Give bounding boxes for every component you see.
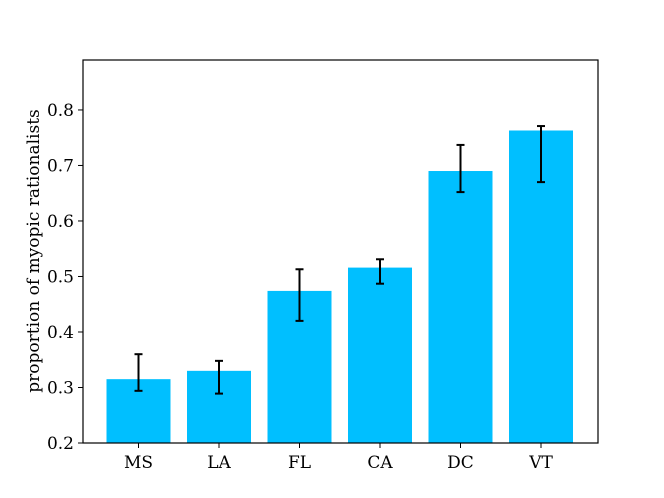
x-tick-label: DC	[447, 453, 474, 473]
y-axis-label: proportion of myopic rationalists	[24, 109, 44, 392]
bars-layer	[106, 130, 573, 443]
x-tick-label: MS	[124, 453, 153, 473]
x-axis: MS LA FL CA DC VT	[124, 443, 553, 473]
error-bars-layer	[134, 125, 545, 395]
x-tick-label: CA	[367, 453, 393, 473]
error-bar-vt	[537, 125, 545, 184]
y-tick-label: 0.4	[47, 323, 74, 343]
y-tick-label: 0.3	[47, 378, 74, 398]
error-bar-ca	[376, 258, 384, 285]
y-tick-label: 0.8	[47, 101, 74, 121]
x-tick-label: FL	[288, 453, 311, 473]
y-tick-label: 0.5	[47, 267, 74, 287]
x-tick-label: VT	[528, 453, 553, 473]
x-tick-label: LA	[207, 453, 231, 473]
error-bar-dc	[456, 143, 465, 194]
y-tick-label: 0.2	[47, 434, 74, 454]
error-bar-ms	[134, 353, 143, 392]
plot-frame	[82, 59, 599, 444]
bar-ca	[348, 267, 412, 443]
error-bar-la	[215, 359, 223, 395]
bar-dc	[428, 171, 493, 443]
error-bar-fl	[295, 268, 304, 322]
y-tick-label: 0.6	[47, 212, 74, 232]
y-tick-label: 0.7	[47, 156, 74, 176]
y-axis: 0.2 0.3 0.4 0.5 0.6 0.7 0.8	[47, 101, 83, 454]
